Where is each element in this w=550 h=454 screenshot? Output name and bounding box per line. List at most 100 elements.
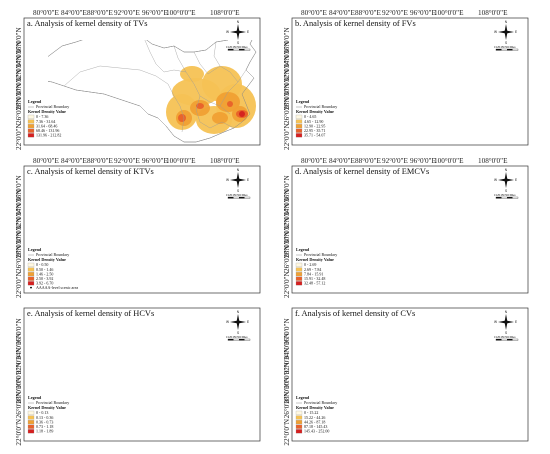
north-arrow-compass: N W E S0 125 250 500 Miles <box>494 20 519 51</box>
longitude-label: 108°0'0"E <box>210 157 240 165</box>
legend-range-label: 1.46 - 2.50 <box>36 271 53 276</box>
legend-swatch <box>27 281 35 286</box>
latitude-label: 32°0'0"N <box>15 347 23 374</box>
latitude-labels: 36°0'0"N34°0'0"N32°0'0"N30°0'0"N28°0'0"N… <box>15 318 23 446</box>
longitude-label: 100°0'0"E <box>434 9 464 17</box>
latitude-label: 30°0'0"N <box>15 362 23 389</box>
provincial-boundary-line <box>63 65 169 87</box>
compass-south-label: S <box>505 331 507 335</box>
north-arrow-compass: N W E S0 125 250 500 Miles <box>226 20 251 51</box>
legend-range-label: 4.65 - 12.90 <box>304 119 323 124</box>
latitude-label: 32°0'0"N <box>283 203 291 230</box>
north-arrow-compass: N W E S0 125 250 500 Miles <box>226 310 251 341</box>
legend-range-label: 0 - 0.50 <box>36 262 48 267</box>
legend-swatch <box>27 429 35 434</box>
legend-range-label: 7.36 - 31.64 <box>36 119 55 124</box>
legend-swatch <box>27 424 35 429</box>
legend-title: Legend <box>296 99 310 104</box>
north-arrow-compass: N W E S0 125 250 500 Miles <box>494 168 519 199</box>
latitude-label: 32°0'0"N <box>15 55 23 82</box>
kernel-density-surface <box>166 66 256 134</box>
latitude-label: 30°0'0"N <box>283 217 291 244</box>
longitude-label: 92°0'0"E <box>114 9 140 17</box>
scale-bar-segment <box>496 339 502 341</box>
legend-swatch <box>27 262 35 267</box>
scale-bar-segment <box>239 49 245 51</box>
legend-swatch <box>295 415 303 420</box>
legend-swatch <box>27 415 35 420</box>
panel-title: b. Analysis of kernel density of FVs <box>295 19 416 28</box>
latitude-label: 32°0'0"N <box>283 55 291 82</box>
legend-swatch <box>295 262 303 267</box>
latitude-label: 36°0'0"N <box>15 27 23 54</box>
longitude-label: 96°0'0"E <box>410 157 436 165</box>
longitude-label: 84°0'0"E <box>329 9 355 17</box>
longitude-label: 80°0'0"E <box>33 157 59 165</box>
longitude-label: 88°0'0"E <box>355 9 381 17</box>
longitude-label: 84°0'0"E <box>329 157 355 165</box>
longitude-label: 92°0'0"E <box>382 157 408 165</box>
map-frame <box>291 307 529 442</box>
legend-range-label: 2.50 - 3.92 <box>36 276 53 281</box>
legend-swatch <box>295 128 303 133</box>
north-arrow-compass: N W E S0 125 250 500 Miles <box>226 168 251 199</box>
map-frame <box>23 307 261 442</box>
kernel-density-legend-title: Kernel Density Value <box>28 257 66 262</box>
latitude-label: 32°0'0"N <box>15 203 23 230</box>
scale-bar-label: 0 125 250 500 Miles <box>494 46 516 49</box>
compass-north-label: N <box>237 310 240 314</box>
compass-east-label: E <box>247 320 249 324</box>
latitude-label: 22°0'0"N <box>15 123 23 150</box>
legend-range-label: 0.50 - 1.46 <box>36 267 53 272</box>
latitude-label: 26°0'0"N <box>15 97 23 124</box>
legend-swatch <box>27 410 35 415</box>
compass-cross-icon <box>230 178 246 182</box>
legend-swatch <box>27 276 35 281</box>
legend-swatch <box>27 133 35 138</box>
latitude-label: 34°0'0"N <box>15 41 23 68</box>
legend-range-label: 32.48 - 57.12 <box>304 281 325 286</box>
legend-range-label: 15.91 - 32.48 <box>304 276 325 281</box>
compass-west-label: W <box>494 320 497 324</box>
latitude-label: 30°0'0"N <box>15 217 23 244</box>
scale-bar-label: 0 125 250 500 Miles <box>226 46 248 49</box>
panel-title: e. Analysis of kernel density of HCVs <box>27 309 154 318</box>
legend-range-label: 15.22 - 44.26 <box>304 415 325 420</box>
provincial-boundary-line <box>173 45 187 73</box>
longitude-label: 100°0'0"E <box>434 157 464 165</box>
compass-east-label: E <box>515 320 517 324</box>
latitude-label: 36°0'0"N <box>283 27 291 54</box>
compass-cross-icon <box>498 30 514 34</box>
legend-range-label: 31.64 - 68.46 <box>36 123 57 128</box>
legend-range-label: 0 - 0.13 <box>36 410 48 415</box>
compass-cross-icon <box>230 320 246 324</box>
compass-north-label: N <box>505 310 508 314</box>
compass-south-label: S <box>505 41 507 45</box>
density-zone <box>239 111 245 117</box>
longitude-label: 88°0'0"E <box>87 157 113 165</box>
boundary-legend-label: Provincial Boundary <box>36 104 69 109</box>
legend-range-label: 0 - 7.36 <box>36 114 48 119</box>
latitude-label: 28°0'0"N <box>15 376 23 403</box>
latitude-label: 26°0'0"N <box>283 97 291 124</box>
longitude-label: 84°0'0"E <box>61 157 87 165</box>
latitude-label: 30°0'0"N <box>283 69 291 96</box>
legend-range-label: 44.26 - 87.18 <box>304 419 325 424</box>
compass-west-label: W <box>494 30 497 34</box>
longitude-label: 108°0'0"E <box>210 9 240 17</box>
latitude-label: 28°0'0"N <box>283 376 291 403</box>
compass-north-label: N <box>237 20 240 24</box>
legend-range-label: 0.13 - 0.36 <box>36 415 53 420</box>
longitude-labels: 80°0'0"E 84°0'0"E 88°0'0"E 92°0'0"E 96°0'0"E… <box>301 9 508 17</box>
map-frame <box>23 165 261 294</box>
density-zone <box>196 103 204 109</box>
map-panel-b: 80°0'0"E 84°0'0"E 88°0'0"E 92°0'0"E 96°0'0"E… <box>283 9 529 150</box>
legend-range-label: 7.84 - 15.91 <box>304 271 323 276</box>
panel-title: d. Analysis of kernel density of EMCVs <box>295 167 429 176</box>
longitude-labels: 80°0'0"E 84°0'0"E 88°0'0"E 92°0'0"E 96°0'0"E… <box>33 157 240 165</box>
scenic-point-legend-label: AAAAA-level scenic area <box>36 285 78 290</box>
